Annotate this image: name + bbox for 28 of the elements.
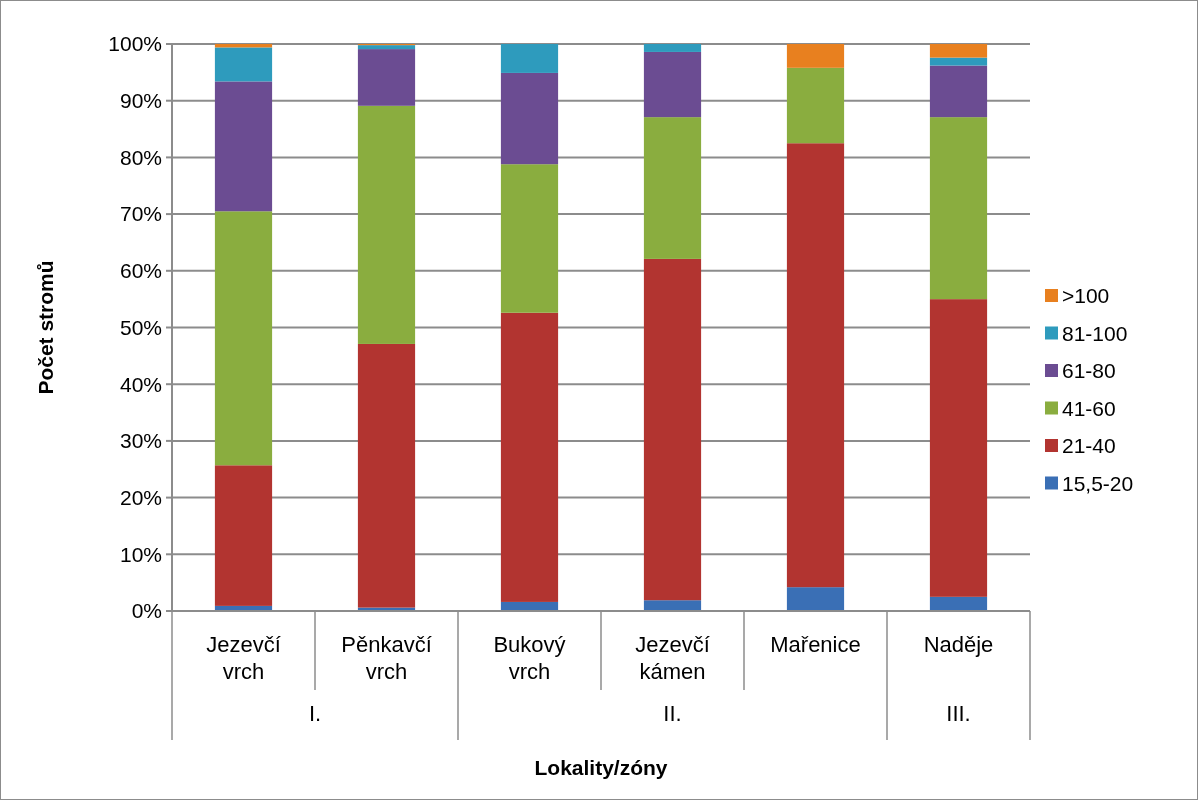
y-axis-title: Počet stromů <box>34 260 57 395</box>
y-tick-label: 0% <box>131 599 162 623</box>
y-tick-label: 40% <box>119 372 162 396</box>
y-tick-label: 50% <box>119 315 162 339</box>
x-tick-label: Mařenice <box>770 632 861 657</box>
y-tick-label: 60% <box>119 259 162 283</box>
y-tick-label: 100% <box>108 32 162 56</box>
text: II. <box>663 701 682 726</box>
y-tick-label: 90% <box>119 89 162 113</box>
x-axis-title: Lokality/zóny <box>534 756 668 779</box>
x-tick-label: Bukový vrch <box>493 632 566 684</box>
text: III. <box>946 701 971 726</box>
y-tick-label: 10% <box>119 542 162 566</box>
legend-label: 15,5-20 <box>1062 471 1134 495</box>
x-tick-label: Jezevčí vrch <box>206 632 281 684</box>
legend-label: 81-100 <box>1062 321 1128 345</box>
legend-label: 21-40 <box>1062 434 1116 458</box>
legend-label: 61-80 <box>1062 359 1116 383</box>
x-tick-label: Naděje <box>923 632 994 657</box>
legend-label: 41-60 <box>1062 396 1116 420</box>
legend-label: >100 <box>1062 284 1110 308</box>
y-tick-label: 20% <box>119 485 162 509</box>
text: I. <box>308 701 322 726</box>
y-tick-label: 70% <box>119 202 162 226</box>
y-tick-label: 30% <box>119 429 162 453</box>
y-tick-label: 80% <box>119 145 162 169</box>
x-tick-label: Pěnkavčí vrch <box>341 632 432 684</box>
x-tick-label: Jezevčí kámen <box>635 632 710 684</box>
